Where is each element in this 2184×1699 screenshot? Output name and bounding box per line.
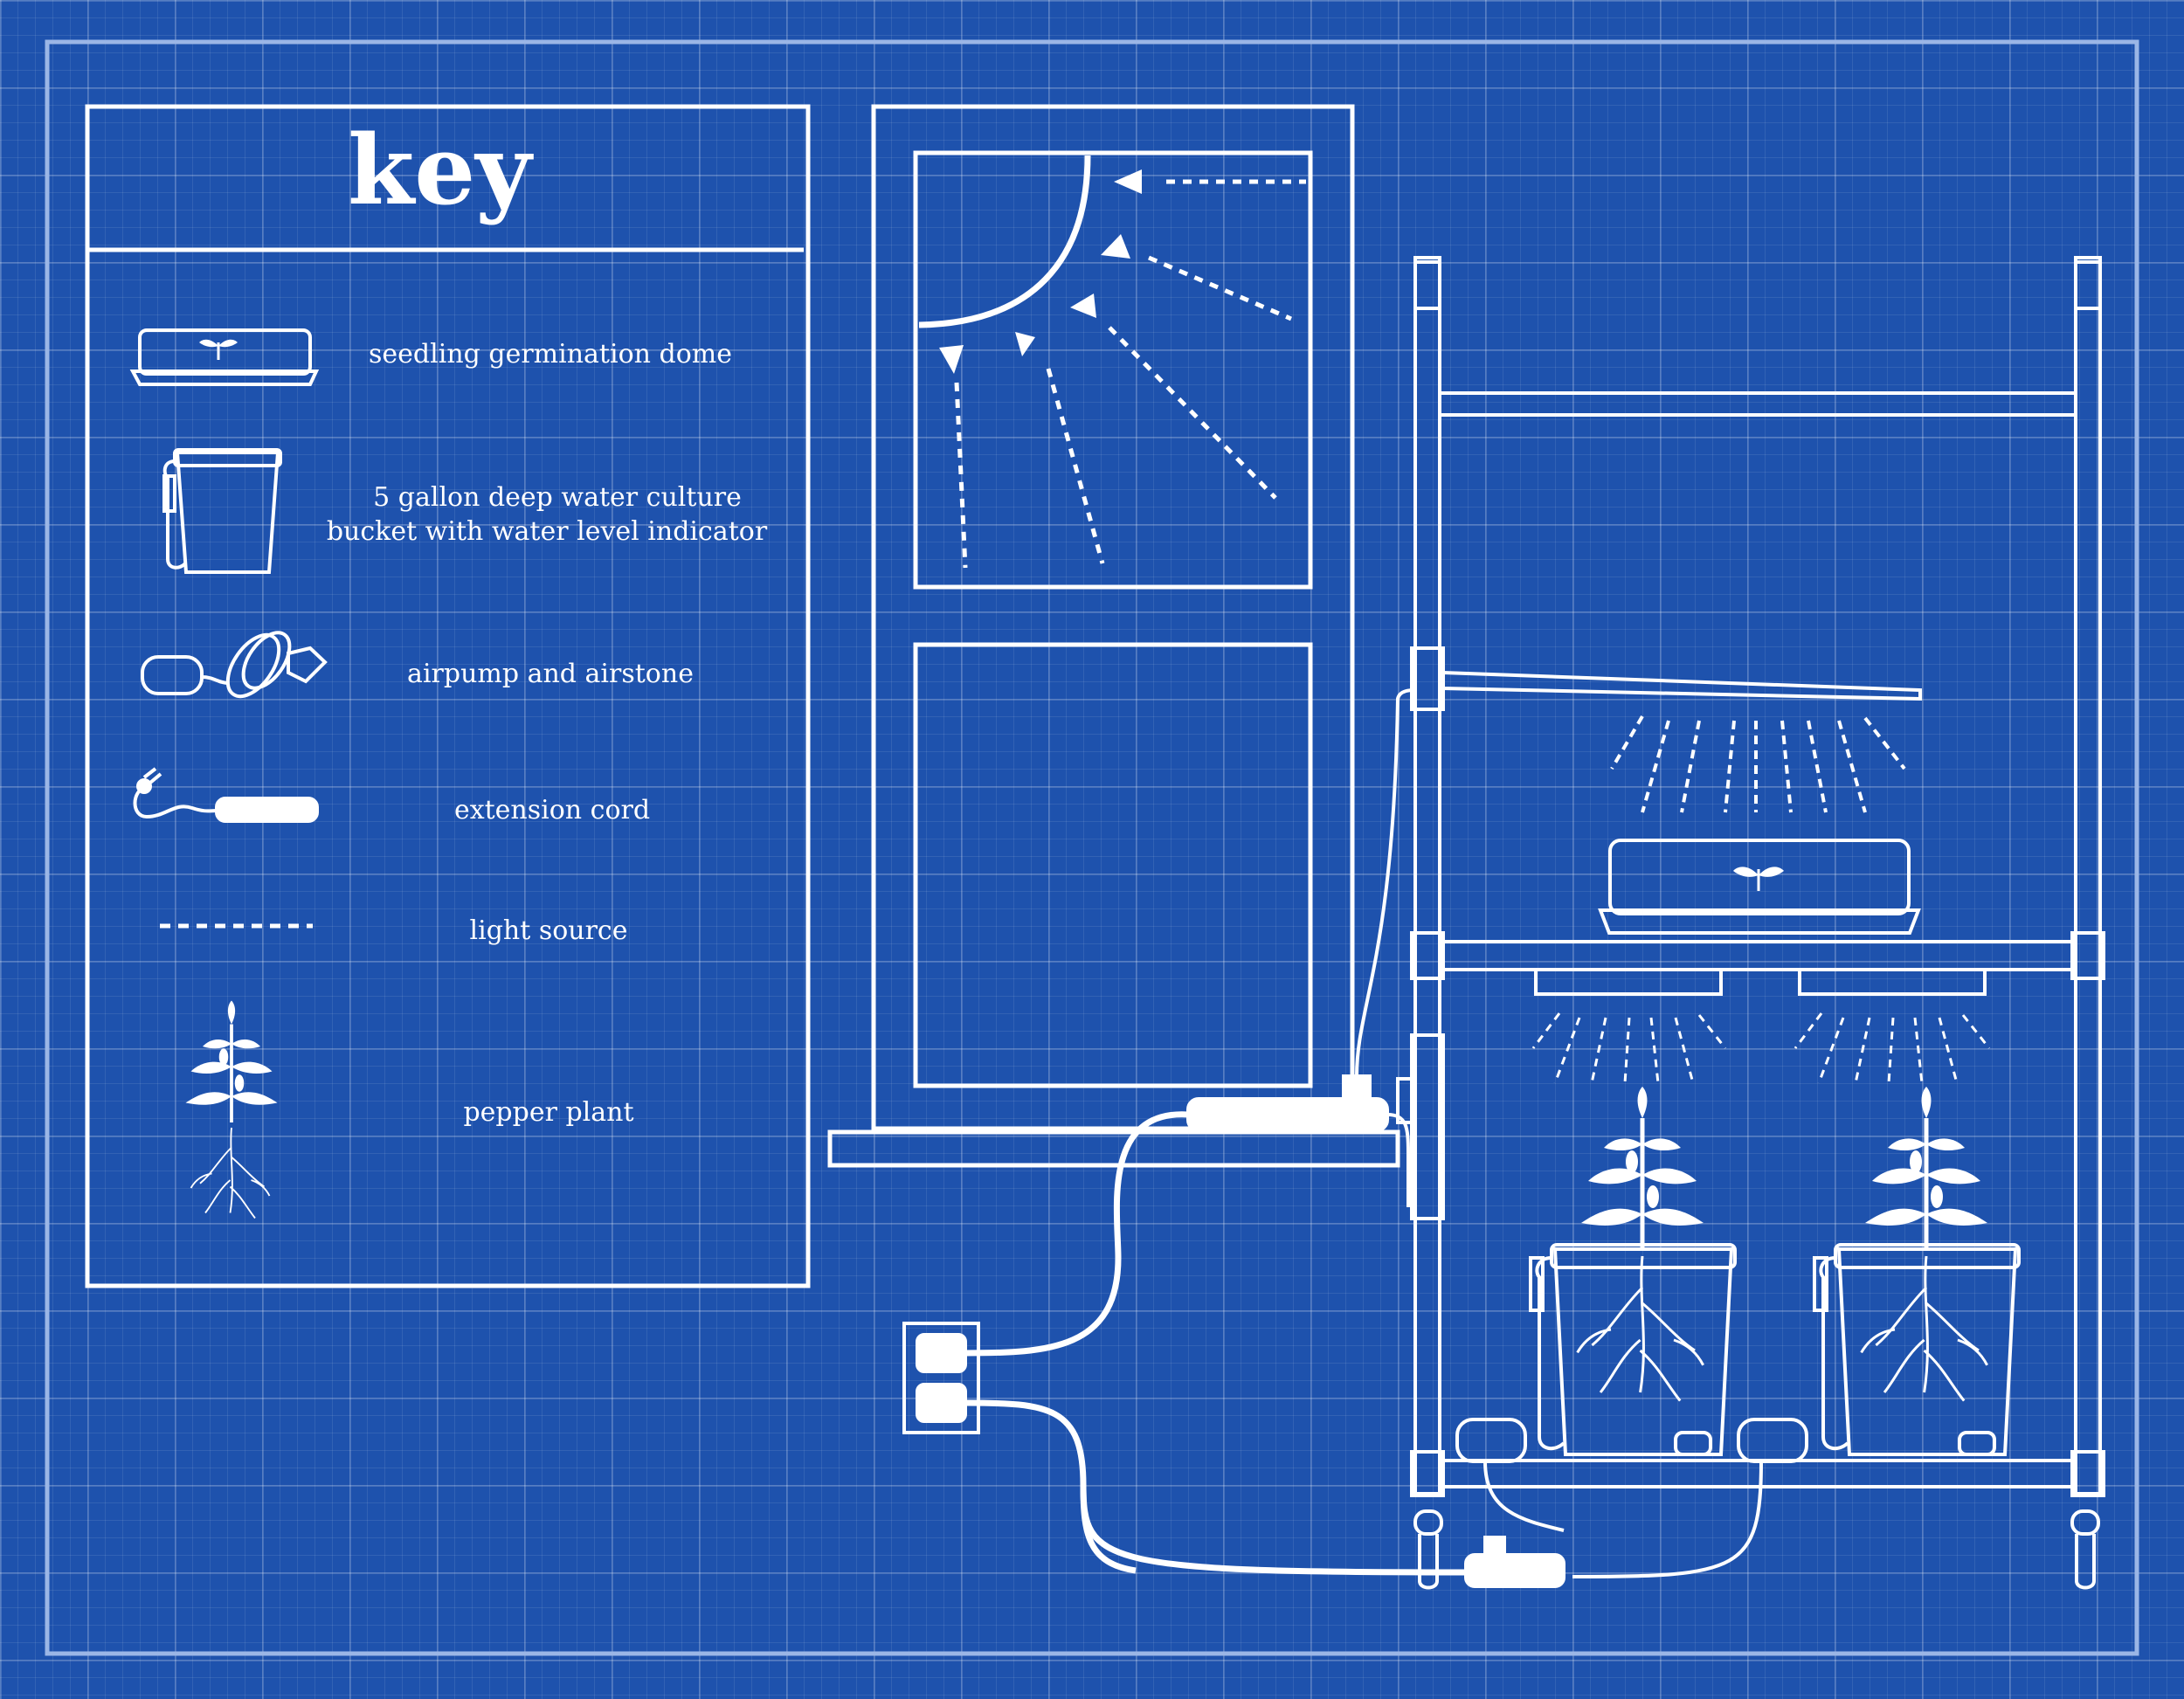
power-strip-sill	[1186, 688, 1417, 1207]
sun-light-rays	[918, 155, 1306, 569]
key-label-extension-cord: extension cord	[453, 795, 651, 825]
key-label-bucket-line2: bucket with water level indicator	[326, 516, 768, 547]
seedling-dome-icon	[129, 328, 320, 386]
outer-frame	[45, 39, 2139, 1656]
wall-outlet	[902, 1322, 980, 1434]
bucket-right	[1813, 1243, 2021, 1456]
grow-light-lower	[1531, 968, 1991, 1084]
key-label-pepper-plant: pepper plant	[463, 1097, 634, 1128]
shelf-rack	[1410, 256, 2105, 1590]
window	[827, 104, 1400, 1168]
extension-cord-icon	[133, 767, 319, 823]
bucket-left	[1529, 1243, 1737, 1456]
key-label-light-source: light source	[469, 915, 628, 946]
key-label-airpump: airpump and airstone	[407, 659, 694, 689]
key-title: key	[348, 114, 532, 226]
key-label-seedling-dome: seedling germination dome	[369, 339, 732, 369]
seedling-dome-shelf	[1598, 839, 1921, 935]
airpumps-shelf	[1455, 1418, 1808, 1578]
power-cords	[964, 1111, 1469, 1576]
grow-light-top	[1441, 670, 1922, 813]
bucket-icon	[162, 448, 282, 574]
key-panel	[85, 104, 811, 1288]
key-label-bucket-line1: 5 gallon deep water culture	[373, 482, 742, 513]
pepper-plant-icon	[183, 998, 280, 1219]
power-strip-floor	[1464, 1536, 1565, 1588]
airpump-icon	[141, 631, 328, 699]
